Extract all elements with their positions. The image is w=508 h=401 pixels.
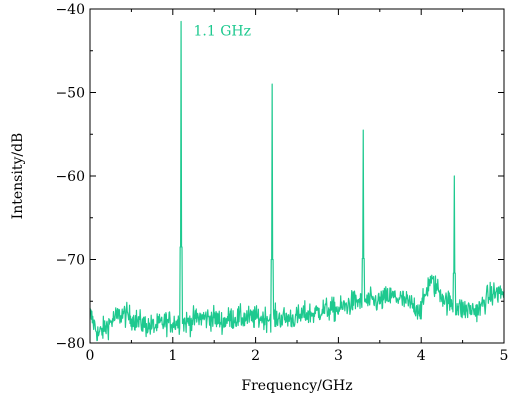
y-tick-label: −50 <box>55 86 85 102</box>
plot-area <box>89 20 505 342</box>
x-tick-label: 2 <box>251 348 260 364</box>
x-tick-label: 5 <box>500 348 508 364</box>
y-axis-title: Intensity/dB <box>10 133 26 220</box>
plot-frame <box>89 8 505 344</box>
y-tick-label: −40 <box>55 2 85 18</box>
x-tick-label: 1 <box>168 348 177 364</box>
y-tick-label: −70 <box>55 253 85 269</box>
x-tick-label: 3 <box>334 348 343 364</box>
x-tick-label: 4 <box>417 348 426 364</box>
y-tick-label: −60 <box>55 169 85 185</box>
peak-annotation: 1.1 GHz <box>194 24 251 40</box>
y-tick-label: −80 <box>55 336 85 352</box>
x-axis-title: Frequency/GHz <box>241 378 352 394</box>
spectrum-line <box>89 20 505 342</box>
x-tick-label: 0 <box>86 348 95 364</box>
axes: 0 1 2 3 4 5 −80 −70 −60 −50 −40 <box>55 2 508 364</box>
